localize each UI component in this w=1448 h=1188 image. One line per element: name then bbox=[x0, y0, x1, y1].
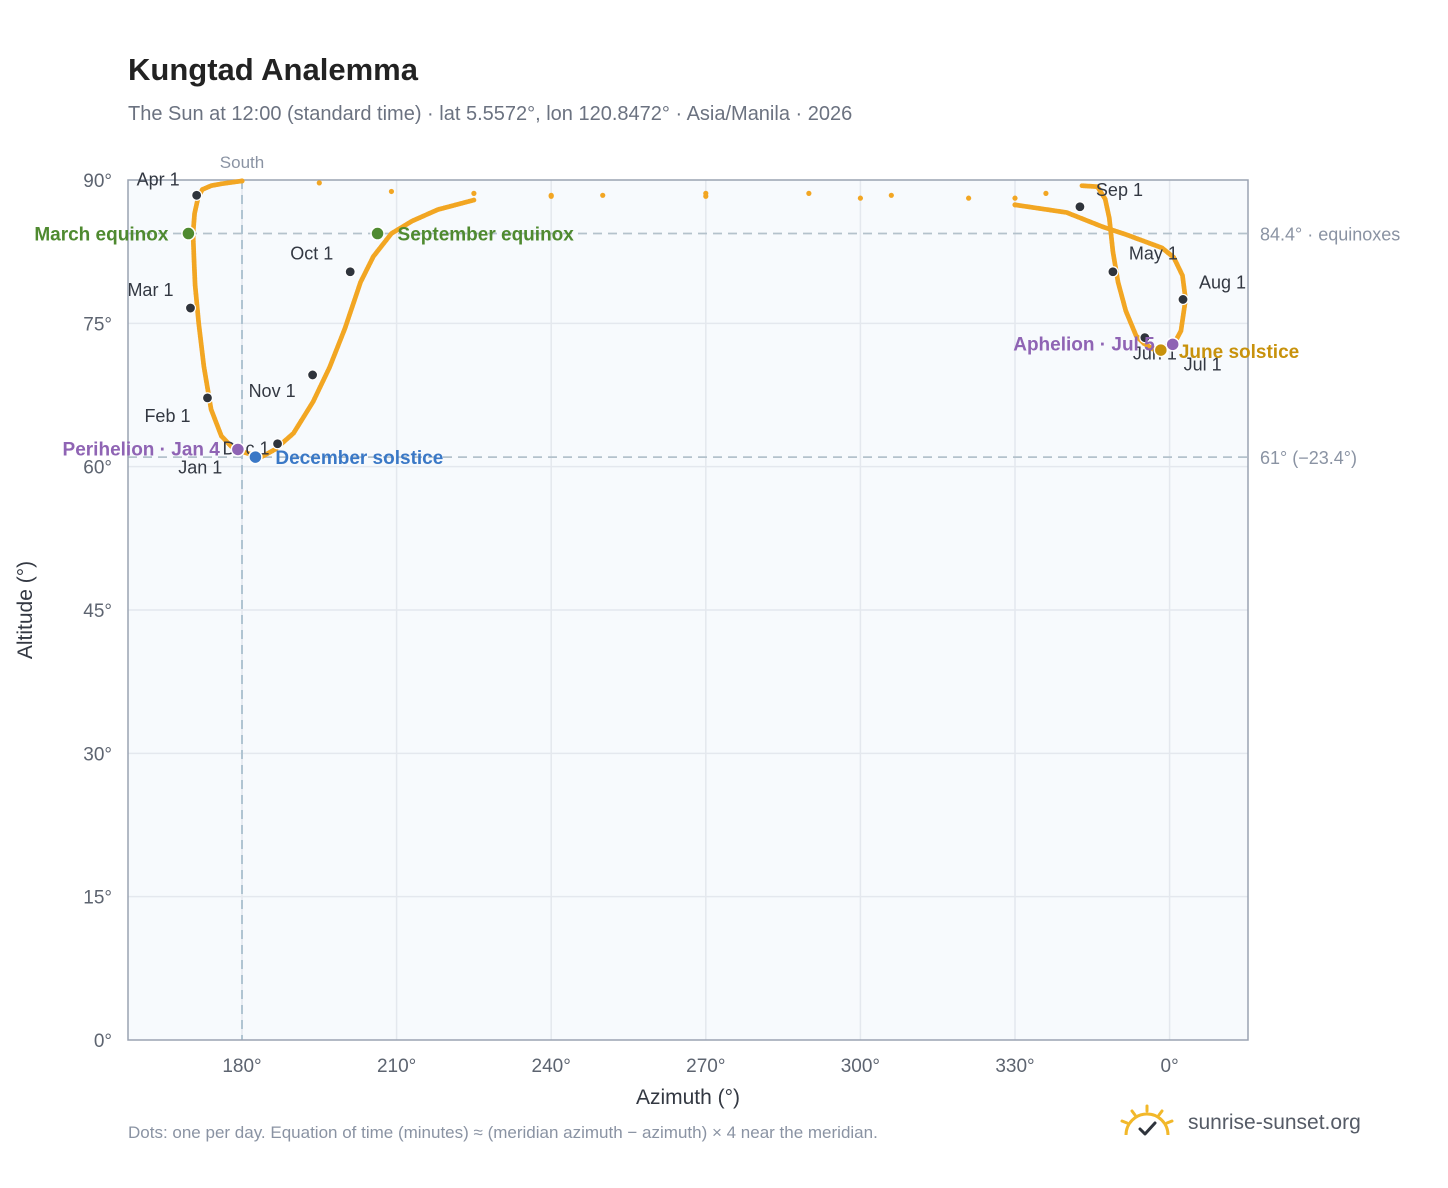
month-marker bbox=[1107, 266, 1119, 278]
x-axis-label: Azimuth (°) bbox=[636, 1086, 740, 1109]
path-dot bbox=[1012, 202, 1018, 208]
month-label: Nov 1 bbox=[249, 381, 296, 401]
x-tick-label: 300° bbox=[841, 1056, 880, 1077]
path-dot bbox=[1043, 190, 1049, 196]
month-marker bbox=[1074, 201, 1086, 213]
path-dot bbox=[471, 190, 477, 196]
reference-line-label: 61° (−23.4°) bbox=[1260, 448, 1357, 468]
x-tick-label: 180° bbox=[222, 1056, 261, 1077]
south-label: South bbox=[220, 153, 264, 172]
month-marker bbox=[184, 302, 197, 314]
y-tick-label: 75° bbox=[83, 314, 112, 335]
path-dot bbox=[316, 180, 322, 186]
event-markers: March equinox September equinox December s… bbox=[34, 225, 1299, 470]
event-label: Aphelion · Jul 5 bbox=[1013, 334, 1155, 355]
month-marker bbox=[191, 189, 203, 201]
x-axis-ticks: 180° 210° 240° 270° 300° 330° 0° bbox=[222, 1056, 1178, 1077]
y-tick-label: 60° bbox=[83, 458, 112, 479]
month-marker bbox=[344, 266, 356, 278]
month-marker bbox=[201, 392, 214, 404]
event-label: September equinox bbox=[398, 225, 575, 246]
y-tick-label: 0° bbox=[94, 1031, 112, 1052]
event-marker bbox=[248, 449, 263, 465]
month-marker bbox=[1177, 293, 1189, 306]
brand[interactable]: sunrise-sunset.org bbox=[1118, 1098, 1361, 1148]
y-tick-label: 45° bbox=[83, 601, 112, 622]
event-marker bbox=[230, 442, 246, 457]
month-label: Feb 1 bbox=[144, 406, 190, 426]
path-dot bbox=[600, 192, 606, 198]
plot-frame bbox=[127, 179, 1249, 1041]
chart-title: Kungtad Analemma bbox=[128, 52, 418, 87]
month-label: May 1 bbox=[1129, 244, 1178, 264]
x-tick-label: 240° bbox=[532, 1056, 571, 1077]
reference-line-label: 84.4° · equinoxes bbox=[1260, 225, 1400, 245]
brand-name: sunrise-sunset.org bbox=[1188, 1111, 1361, 1134]
month-marker bbox=[1139, 332, 1151, 344]
reference-lines: 84.4° · equinoxes 61° (−23.4°) South bbox=[128, 153, 1400, 1040]
event-marker bbox=[370, 226, 385, 241]
event-label: June solstice bbox=[1179, 342, 1299, 363]
path-dot bbox=[703, 193, 709, 199]
event-label: December solstice bbox=[275, 448, 443, 469]
month-label: Aug 1 bbox=[1199, 272, 1246, 292]
path-dot bbox=[239, 178, 245, 184]
month-label: Apr 1 bbox=[137, 169, 180, 189]
y-tick-label: 30° bbox=[83, 744, 112, 765]
month-label: Mar 1 bbox=[127, 280, 173, 300]
y-axis-ticks: 0° 15° 30° 45° 60° 75° 90° bbox=[83, 171, 112, 1052]
path-dot bbox=[888, 192, 894, 198]
month-label: Sep 1 bbox=[1096, 180, 1143, 200]
path-dot bbox=[388, 188, 395, 195]
month-label: Jan 1 bbox=[178, 457, 222, 477]
path-dot bbox=[966, 195, 972, 201]
footnote: Dots: one per day. Equation of time (min… bbox=[128, 1123, 878, 1142]
sun-icon bbox=[1120, 1104, 1174, 1136]
month-marker bbox=[307, 369, 319, 381]
event-marker bbox=[181, 226, 196, 241]
path-dot bbox=[548, 193, 554, 199]
path-dot bbox=[1012, 195, 1018, 201]
x-tick-label: 270° bbox=[686, 1056, 725, 1077]
month-label: Oct 1 bbox=[290, 244, 333, 264]
y-tick-label: 15° bbox=[83, 888, 112, 909]
path-dot bbox=[857, 195, 864, 201]
event-marker bbox=[1165, 337, 1180, 352]
y-axis-label: Altitude (°) bbox=[14, 561, 37, 659]
x-tick-label: 330° bbox=[995, 1056, 1034, 1077]
event-label: Perihelion · Jan 4 bbox=[63, 439, 221, 460]
event-marker bbox=[1153, 342, 1169, 358]
x-tick-label: 210° bbox=[377, 1056, 416, 1077]
event-label: March equinox bbox=[34, 225, 169, 246]
path-dot bbox=[806, 190, 812, 196]
chart-subtitle: The Sun at 12:00 (standard time) · lat 5… bbox=[128, 103, 853, 125]
x-tick-label: 0° bbox=[1161, 1056, 1179, 1077]
y-tick-label: 90° bbox=[83, 171, 112, 192]
month-label: Jul 1 bbox=[1184, 354, 1222, 374]
month-marker bbox=[271, 438, 284, 450]
